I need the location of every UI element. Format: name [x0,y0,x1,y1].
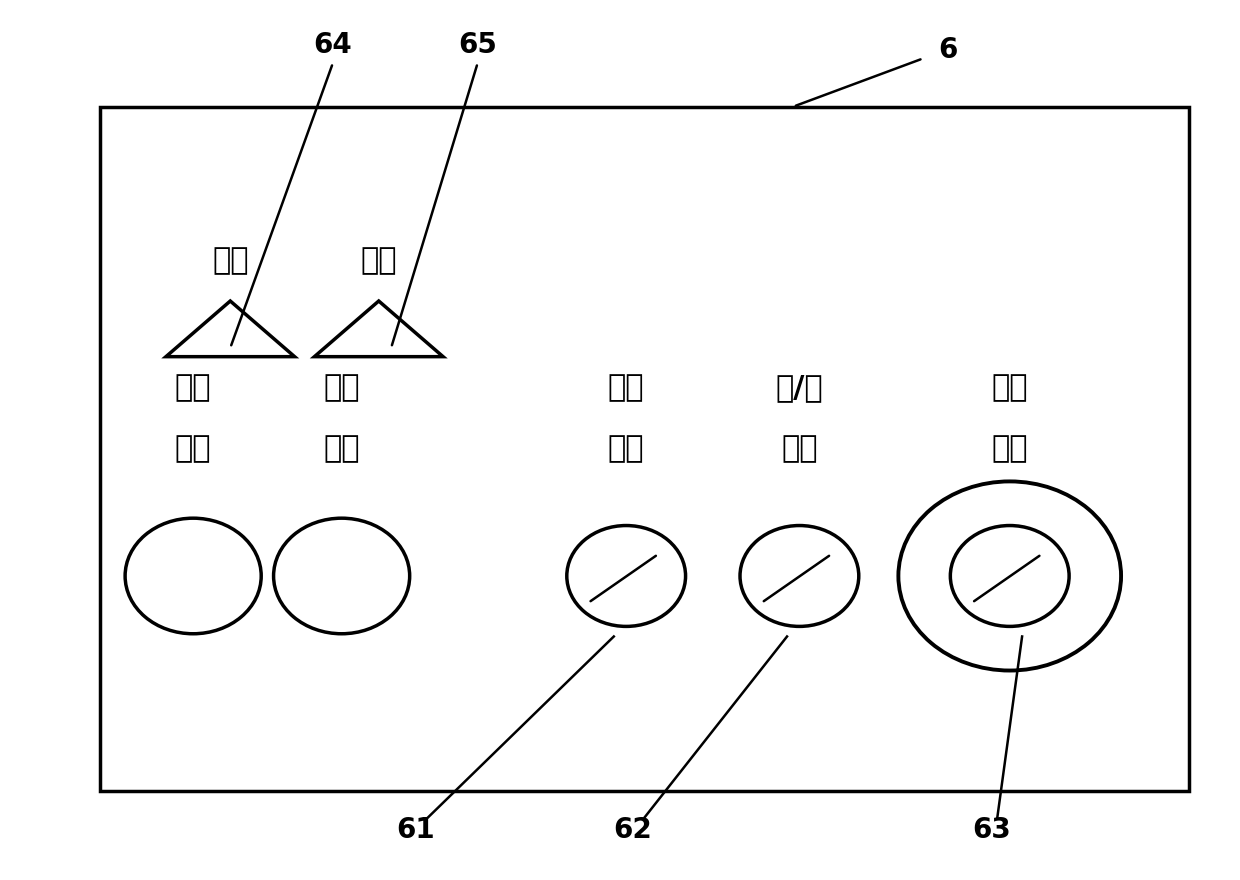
Text: 阴极: 阴极 [324,434,360,463]
Text: 运行: 运行 [212,246,248,275]
Text: 手动: 手动 [992,373,1028,402]
Text: 64: 64 [314,32,352,59]
Text: 6: 6 [939,35,957,63]
Text: 自动: 自动 [361,246,397,275]
Text: 62: 62 [613,817,652,845]
Text: 65: 65 [459,32,497,59]
Text: 按键: 按键 [608,434,645,463]
Text: 阳极: 阳极 [175,434,211,463]
Text: 按键: 按键 [781,434,817,463]
Text: 旋鈕: 旋鈕 [992,434,1028,463]
Text: 启动: 启动 [608,373,645,402]
Text: 输出: 输出 [175,373,211,402]
Text: 63: 63 [972,817,1011,845]
Bar [100,106,1189,791]
Text: 61: 61 [397,817,435,845]
Text: 手/白: 手/白 [775,373,823,402]
Text: 输出: 输出 [324,373,360,402]
